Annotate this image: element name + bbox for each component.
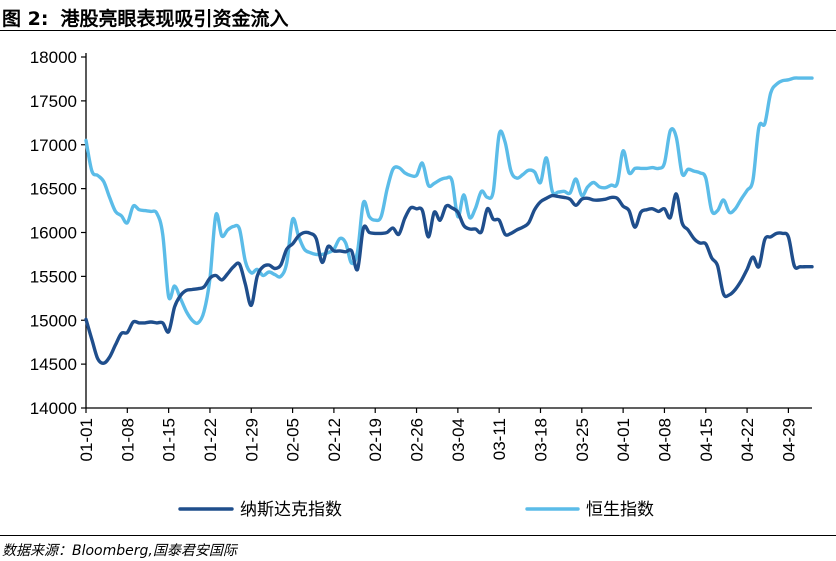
x-tick-label: 04-22 bbox=[738, 418, 757, 461]
x-tick-label: 03-11 bbox=[490, 418, 509, 460]
y-tick-label: 18000 bbox=[30, 48, 77, 67]
y-tick-label: 17000 bbox=[30, 136, 77, 155]
legend-label: 纳斯达克指数 bbox=[240, 500, 342, 520]
x-tick-label: 01-22 bbox=[201, 418, 220, 461]
x-tick-label: 01-08 bbox=[118, 418, 137, 461]
x-tick-label: 01-29 bbox=[242, 418, 261, 461]
x-tick-label: 02-05 bbox=[284, 418, 303, 461]
y-tick-label: 15000 bbox=[30, 311, 77, 330]
chart-series bbox=[84, 76, 814, 365]
x-tick-label: 03-25 bbox=[573, 418, 592, 461]
x-tick-label: 03-18 bbox=[531, 418, 550, 461]
source-note: 数据来源：Bloomberg,国泰君安国际 bbox=[2, 543, 237, 559]
source-rule bbox=[0, 535, 836, 536]
figure-title: 图 2: 港股亮眼表现吸引资金流入 bbox=[2, 4, 288, 31]
y-tick-label: 16000 bbox=[30, 224, 77, 243]
x-tick-label: 01-01 bbox=[77, 418, 96, 461]
x-tick-label: 02-26 bbox=[408, 418, 427, 461]
chart-legend: 纳斯达克指数 恒生指数 bbox=[178, 500, 654, 520]
x-tick-label: 04-29 bbox=[779, 418, 798, 461]
x-tick-label: 02-19 bbox=[366, 418, 385, 461]
legend-label: 恒生指数 bbox=[586, 500, 654, 520]
x-tick-label: 04-01 bbox=[614, 418, 633, 461]
nasdaq-series-line bbox=[84, 192, 814, 365]
legend-item-hsi: 恒生指数 bbox=[525, 500, 654, 520]
y-tick-label: 15500 bbox=[30, 267, 77, 286]
y-tick-label: 14000 bbox=[30, 399, 77, 418]
hsi-series-line bbox=[84, 76, 814, 326]
y-tick-label: 14500 bbox=[30, 355, 77, 374]
title-rule bbox=[0, 30, 836, 31]
figure-label: 图 2: bbox=[2, 8, 49, 30]
figure-title-text: 港股亮眼表现吸引资金流入 bbox=[60, 8, 289, 30]
chart-axes bbox=[85, 53, 812, 409]
x-tick-label: 04-15 bbox=[697, 418, 716, 461]
x-tick-label: 01-15 bbox=[160, 418, 179, 461]
y-tick-label: 17500 bbox=[30, 92, 77, 111]
legend-item-nasdaq: 纳斯达克指数 bbox=[178, 500, 342, 520]
x-tick-label: 02-12 bbox=[325, 418, 344, 461]
x-tick-label: 03-04 bbox=[449, 418, 468, 461]
y-tick-label: 16500 bbox=[30, 180, 77, 199]
x-tick-label: 04-08 bbox=[655, 418, 674, 461]
chart-ticks: 14000 14500 15000 15500 16000 16500 17000 17500… bbox=[30, 48, 799, 461]
